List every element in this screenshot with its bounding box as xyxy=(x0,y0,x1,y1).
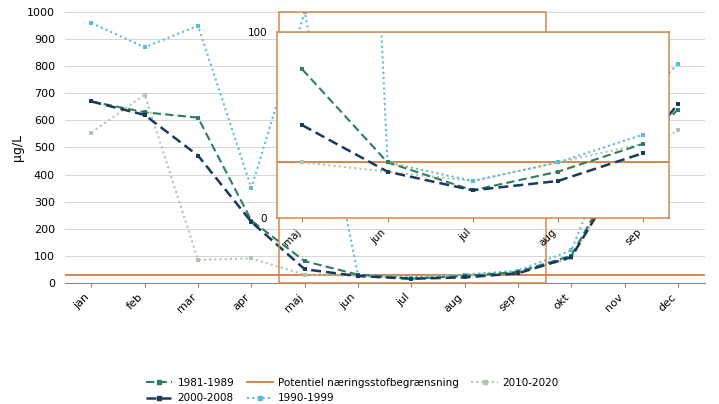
Bar xyxy=(279,12,546,283)
Legend: 1981-1989, 2000-2008, Potentiel næringsstofbegrænsning, 1990-1999, 2010-2020: 1981-1989, 2000-2008, Potentiel næringss… xyxy=(142,374,563,404)
Y-axis label: µg/L: µg/L xyxy=(12,134,24,161)
